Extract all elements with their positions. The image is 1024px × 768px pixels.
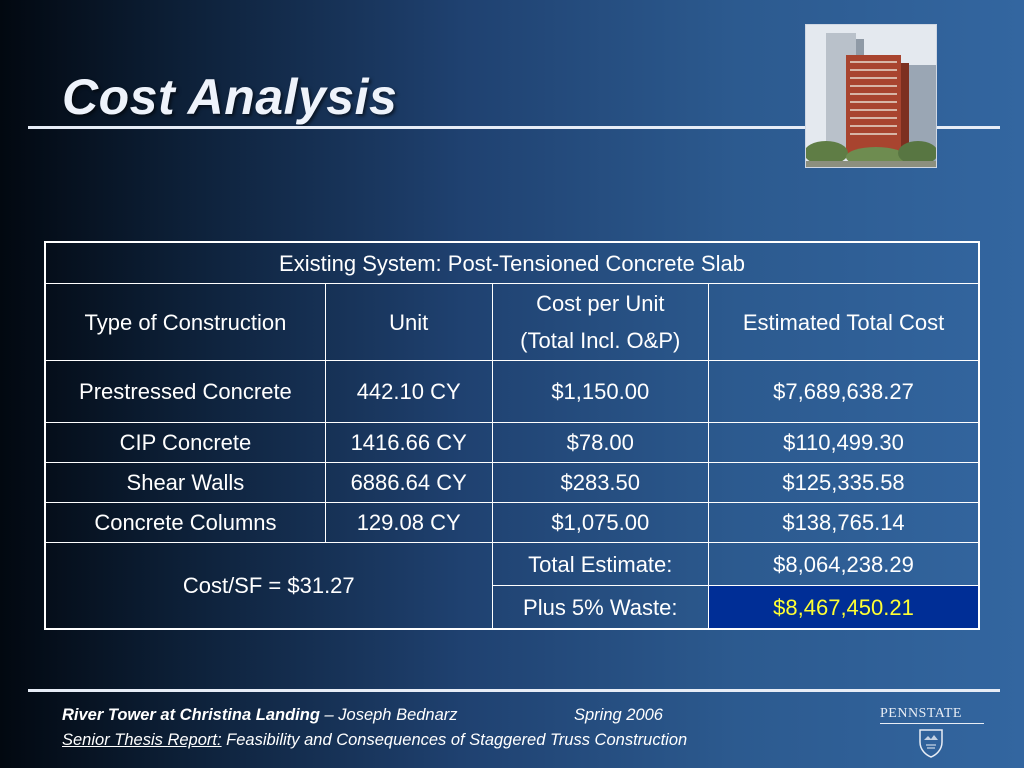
cell-cost-per-unit: $283.50 — [491, 462, 710, 503]
footer: River Tower at Christina Landing – Josep… — [62, 706, 687, 756]
cell-cost-per-unit: $78.00 — [491, 422, 710, 463]
cell-unit: 6886.64 CY — [324, 462, 493, 503]
project-name: River Tower at Christina Landing — [62, 706, 320, 724]
table-row: CIP Concrete 1416.66 CY $78.00 $110,499.… — [44, 422, 980, 463]
cost-table: Existing System: Post-Tensioned Concrete… — [44, 241, 980, 630]
table-title: Existing System: Post-Tensioned Concrete… — [44, 241, 980, 284]
title-divider — [28, 126, 1000, 129]
pennstate-logo: PENNSTATE — [880, 706, 986, 762]
report-label: Senior Thesis Report: — [62, 731, 222, 749]
report-title: Feasibility and Consequences of Staggere… — [221, 731, 688, 749]
cell-type: Prestressed Concrete — [44, 360, 326, 423]
cost-per-sf: Cost/SF = $31.27 — [44, 542, 493, 630]
cell-unit: 442.10 CY — [324, 360, 493, 423]
cell-unit: 129.08 CY — [324, 502, 493, 543]
author-name: – Joseph Bednarz — [319, 706, 458, 724]
cell-total-cost: $125,335.58 — [708, 462, 980, 503]
cell-total-cost: $138,765.14 — [708, 502, 980, 543]
col-header-unit: Unit — [324, 283, 493, 361]
total-estimate-label: Total Estimate: — [491, 542, 710, 586]
col-header-cost-per-unit: Cost per Unit (Total Incl. O&P) — [491, 283, 710, 361]
logo-wordmark: PENNSTATE — [880, 706, 984, 724]
col-header-total-cost: Estimated Total Cost — [708, 283, 980, 361]
total-estimate-value: $8,064,238.29 — [708, 542, 980, 586]
table-row: Prestressed Concrete 442.10 CY $1,150.00… — [44, 360, 980, 423]
season-date: Spring 2006 — [574, 706, 663, 724]
building-photo — [805, 24, 937, 168]
col-header-cost-per-unit-line1: Cost per Unit — [536, 291, 665, 316]
cell-unit: 1416.66 CY — [324, 422, 493, 463]
cell-type: Concrete Columns — [44, 502, 326, 543]
table-row: Shear Walls 6886.64 CY $283.50 $125,335.… — [44, 462, 980, 503]
cell-total-cost: $110,499.30 — [708, 422, 980, 463]
col-header-type: Type of Construction — [44, 283, 326, 361]
table-row: Concrete Columns 129.08 CY $1,075.00 $13… — [44, 502, 980, 543]
shield-icon — [919, 729, 943, 758]
footer-divider — [28, 689, 1000, 692]
waste-label: Plus 5% Waste: — [491, 585, 710, 630]
slide-title: Cost Analysis — [62, 69, 398, 125]
waste-total-value: $8,467,450.21 — [708, 585, 980, 630]
col-header-cost-per-unit-line2: (Total Incl. O&P) — [520, 328, 681, 353]
cell-type: CIP Concrete — [44, 422, 326, 463]
cell-cost-per-unit: $1,150.00 — [491, 360, 710, 423]
cell-total-cost: $7,689,638.27 — [708, 360, 980, 423]
cell-cost-per-unit: $1,075.00 — [491, 502, 710, 543]
cell-type: Shear Walls — [44, 462, 326, 503]
